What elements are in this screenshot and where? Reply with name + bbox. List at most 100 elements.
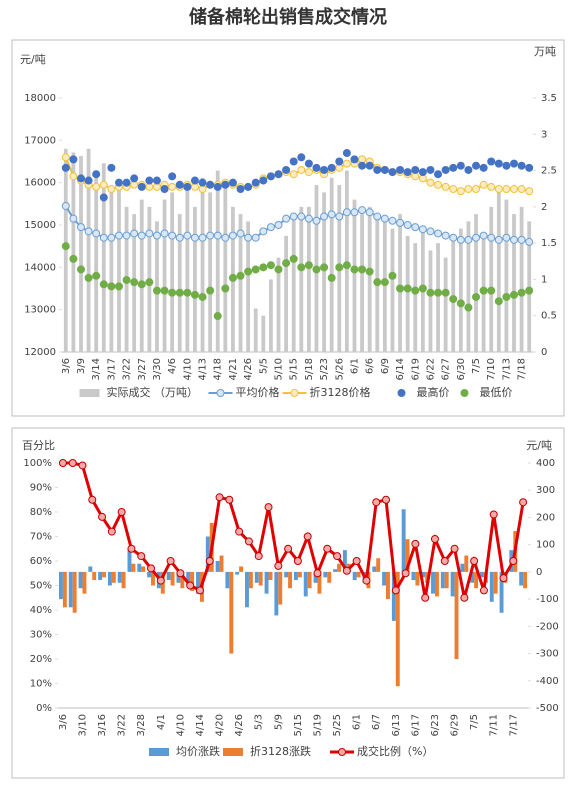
line-marker	[388, 216, 397, 225]
x-tick-label: 3/14	[91, 358, 102, 380]
scatter-point	[183, 288, 192, 297]
bar	[474, 571, 479, 589]
line-marker	[61, 201, 70, 210]
scatter-point	[69, 254, 78, 263]
bar	[268, 571, 273, 581]
line-marker	[58, 459, 67, 467]
bar	[208, 192, 213, 352]
scatter-point	[335, 263, 344, 272]
bar	[274, 571, 279, 616]
x-tick-label: 4/21	[228, 358, 239, 380]
x-tick-label: 6/27	[441, 358, 452, 380]
line-marker	[107, 185, 116, 194]
scatter-point	[358, 161, 367, 170]
bar	[372, 566, 377, 572]
x-tick-label: 7/13	[501, 358, 512, 380]
legend-swatch	[79, 389, 100, 397]
scatter-point	[152, 286, 161, 295]
bar	[356, 571, 361, 578]
y2-tick-label: -500	[536, 703, 559, 714]
line-marker	[460, 593, 469, 602]
bar	[405, 235, 410, 352]
scatter-point	[403, 284, 412, 293]
line-marker	[117, 508, 126, 516]
line-marker	[61, 153, 70, 162]
line-marker	[76, 223, 85, 232]
bar	[489, 571, 494, 602]
scatter-point	[456, 299, 465, 308]
bar	[480, 571, 484, 578]
legend-swatch	[216, 389, 225, 397]
bar	[225, 571, 230, 589]
x-tick-label: 3/22	[117, 714, 128, 736]
scatter-point	[464, 303, 473, 312]
bar	[401, 509, 406, 572]
y2-tick-label: -400	[536, 676, 559, 687]
x-tick-label: 6/19	[410, 358, 421, 380]
y2-tick-label: 3.5	[541, 93, 557, 104]
scatter-point	[350, 155, 359, 164]
scatter-point	[327, 163, 336, 172]
line-marker	[251, 233, 260, 242]
x-tick-label: 5/5	[258, 358, 269, 374]
line-marker	[456, 187, 465, 196]
line-marker	[284, 544, 293, 553]
bar	[71, 152, 76, 352]
bar	[470, 571, 475, 583]
y2-tick-label: 2.5	[541, 166, 557, 177]
bar	[307, 571, 312, 589]
scatter-point	[244, 267, 253, 276]
bar	[342, 550, 347, 572]
bar	[196, 571, 200, 594]
scatter-point	[380, 165, 389, 174]
y2-tick-label: 200	[536, 512, 555, 523]
x-tick-label: 4/26	[243, 358, 254, 380]
y2-tick-label: 400	[536, 458, 555, 469]
line-marker	[244, 233, 253, 242]
line-marker	[350, 208, 359, 217]
y2-tick-label: 300	[536, 485, 555, 496]
bar	[405, 539, 410, 572]
y-tick-label: 16000	[24, 178, 56, 189]
y-tick-label: 17000	[24, 135, 56, 146]
line-marker	[418, 225, 427, 234]
scatter-point	[130, 278, 139, 287]
x-tick-label: 3/30	[152, 358, 163, 380]
legend-swatch	[149, 748, 169, 756]
scatter-point	[517, 288, 526, 297]
line-marker	[98, 512, 107, 521]
scatter-point	[304, 261, 313, 270]
x-tick-label: 3/9	[76, 358, 87, 374]
bar	[58, 571, 63, 600]
bar	[291, 214, 296, 352]
bar	[504, 199, 509, 352]
scatter-point	[289, 254, 298, 263]
bar	[413, 243, 418, 352]
scatter-point	[403, 168, 412, 177]
bar	[434, 571, 439, 597]
bar	[62, 571, 67, 608]
bar	[398, 214, 402, 352]
scatter-point	[418, 284, 427, 293]
legend-label: 成交比例（%）	[357, 744, 433, 758]
bar	[92, 571, 97, 581]
scatter-point	[183, 182, 192, 191]
scatter-point	[107, 163, 116, 172]
line-marker	[362, 576, 371, 585]
line-marker	[107, 527, 116, 536]
x-tick-label: 7/10	[486, 358, 497, 380]
bar	[78, 571, 83, 589]
bar	[519, 571, 524, 586]
y-tick-label: 30%	[30, 630, 52, 641]
bar	[496, 192, 501, 352]
line-marker	[502, 233, 511, 242]
line-marker	[502, 185, 511, 194]
line-marker	[342, 566, 351, 575]
scatter-point	[434, 170, 443, 179]
line-marker	[236, 229, 245, 238]
line-marker	[517, 185, 526, 194]
scatter-point	[411, 165, 420, 174]
bar	[246, 221, 251, 352]
legend-swatch	[223, 748, 243, 756]
x-tick-label: 5/19	[312, 714, 323, 736]
